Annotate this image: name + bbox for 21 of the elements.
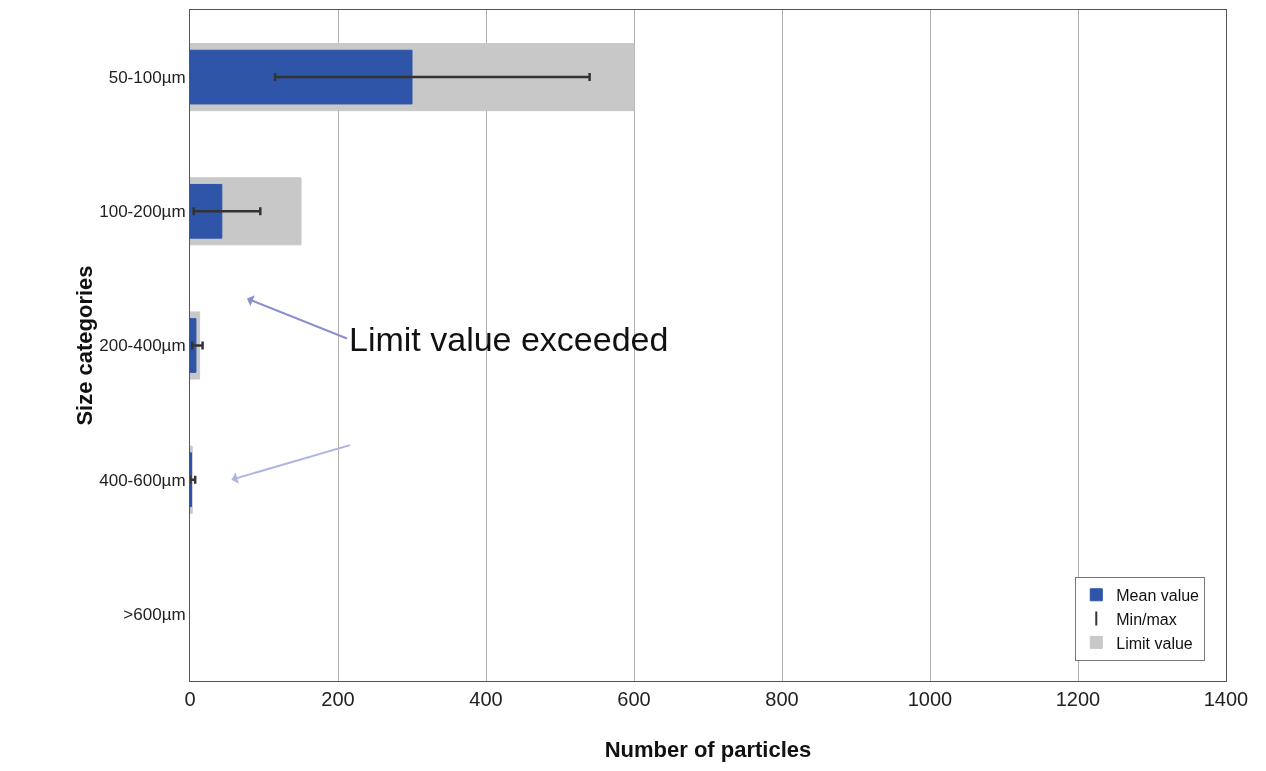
x-tick-label: 600	[617, 688, 651, 710]
y-tick-label: 200-400µm	[99, 336, 186, 356]
x-tick-label: 0	[184, 688, 196, 710]
x-tick-label: 400	[469, 688, 503, 710]
legend-label: Limit value	[1116, 634, 1193, 652]
x-tick-label: 800	[765, 688, 799, 710]
x-tick-label: 1000	[907, 688, 953, 710]
legend-label: Min/max	[1116, 610, 1177, 628]
y-tick-label: >600µm	[123, 604, 186, 624]
legend-label: Mean value	[1116, 587, 1200, 605]
x-tick-label: 1400	[1203, 688, 1249, 710]
x-tick-label: 1200	[1055, 688, 1101, 710]
bar	[190, 49, 413, 105]
x-tick-label: 200	[321, 688, 355, 710]
y-tick-label: 100-200µm	[99, 202, 186, 222]
y-axis-title: Size categories	[72, 265, 98, 426]
y-tick-label: 50-100µm	[108, 68, 186, 88]
y-tick-label: 400-600µm	[99, 470, 186, 490]
x-axis-title: Number of particles	[604, 737, 812, 762]
annotation: Limit value exceeded	[349, 320, 669, 358]
bar	[190, 183, 223, 239]
